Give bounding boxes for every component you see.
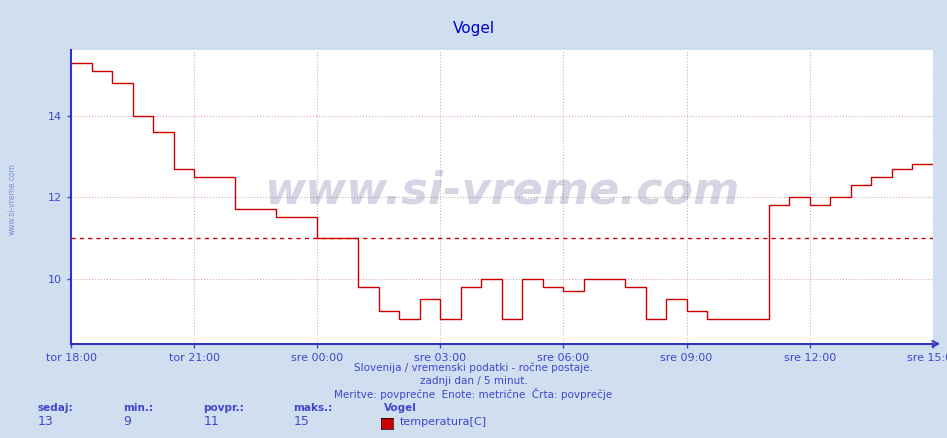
Text: maks.:: maks.: [294, 403, 332, 413]
Text: 13: 13 [38, 415, 54, 428]
Text: Vogel: Vogel [453, 21, 494, 36]
Text: www.si-vreme.com: www.si-vreme.com [264, 170, 740, 213]
Text: 9: 9 [123, 415, 131, 428]
Text: sedaj:: sedaj: [38, 403, 74, 413]
Text: temperatura[C]: temperatura[C] [400, 417, 487, 427]
Text: Slovenija / vremenski podatki - ročne postaje.: Slovenija / vremenski podatki - ročne po… [354, 363, 593, 373]
Text: www.si-vreme.com: www.si-vreme.com [8, 163, 17, 235]
Text: Vogel: Vogel [384, 403, 417, 413]
Text: 11: 11 [204, 415, 220, 428]
Text: 15: 15 [294, 415, 310, 428]
Text: Meritve: povprečne  Enote: metrične  Črta: povprečje: Meritve: povprečne Enote: metrične Črta:… [334, 388, 613, 400]
Text: povpr.:: povpr.: [204, 403, 244, 413]
Text: min.:: min.: [123, 403, 153, 413]
Text: zadnji dan / 5 minut.: zadnji dan / 5 minut. [420, 376, 527, 386]
